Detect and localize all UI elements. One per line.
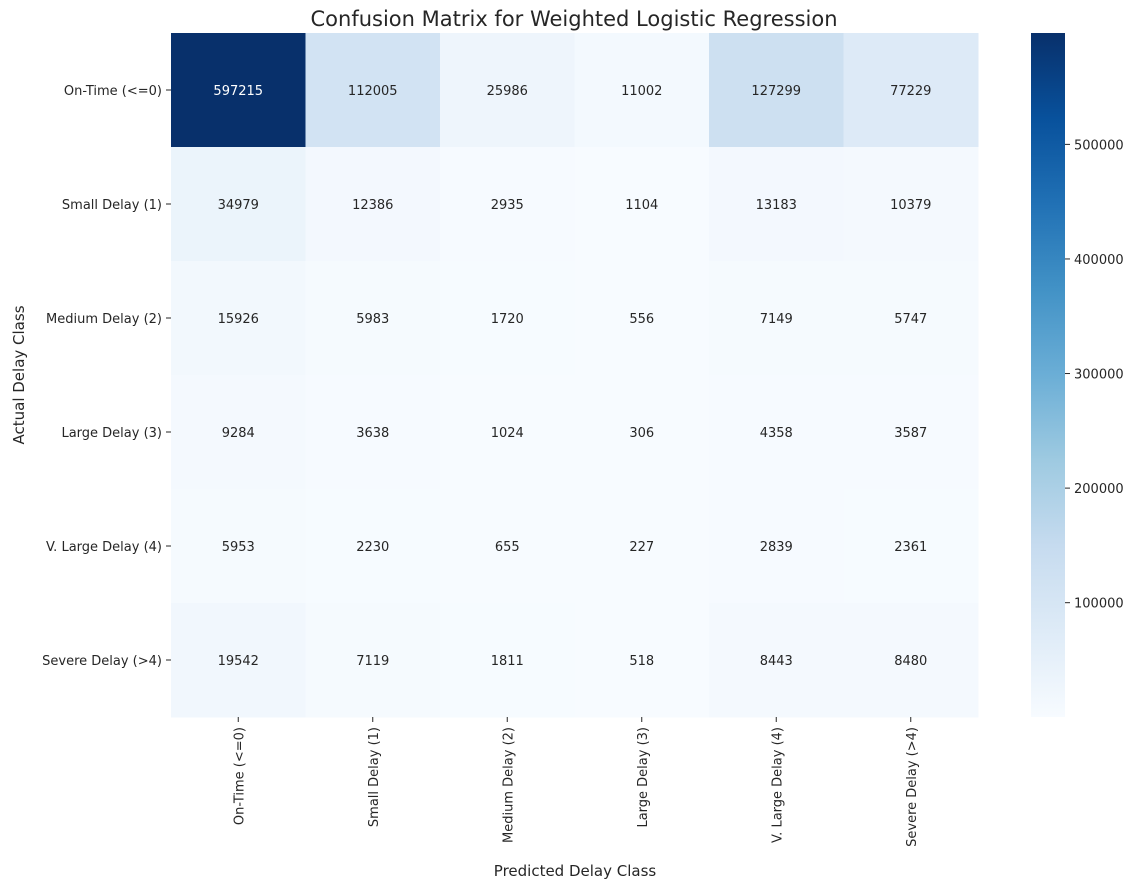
y-tick-labels: On-Time (<=0) Small Delay (1) Medium Delay… (42, 84, 171, 669)
colorbar-tick-label: 200000 (1074, 482, 1124, 497)
heatmap-cell (709, 489, 844, 604)
cell-value-label: 19542 (218, 654, 259, 669)
cell-value-label: 7119 (356, 654, 389, 669)
cell-value-label: 5983 (356, 312, 389, 327)
heatmap-cell (843, 261, 979, 376)
x-tick-label: Large Delay (3) (636, 727, 651, 828)
heatmap-cell (843, 489, 979, 604)
cell-value-label: 1811 (491, 654, 524, 669)
cell-value-label: 306 (629, 426, 654, 441)
cell-value-label: 112005 (348, 84, 398, 99)
heatmap-cell (574, 603, 710, 718)
cell-value-label: 9284 (222, 426, 255, 441)
colorbar-ticks: 100000 200000 300000 400000 500000 (1065, 138, 1124, 612)
heatmap-cell (574, 375, 710, 490)
heatmap-cell (440, 147, 575, 262)
colorbar-tick-label: 300000 (1074, 368, 1124, 383)
cell-value-label: 227 (629, 540, 654, 555)
cell-value-label: 25986 (487, 84, 528, 99)
heatmap-cell (305, 603, 441, 718)
cell-value-label: 2935 (491, 198, 524, 213)
cell-value-label: 77229 (890, 84, 931, 99)
x-tick-label: Severe Delay (>4) (905, 727, 920, 847)
colorbar-tick-label: 500000 (1074, 138, 1124, 153)
heatmap-cell (171, 147, 306, 262)
cell-value-label: 1104 (625, 198, 658, 213)
heatmap-cell (171, 375, 306, 490)
cell-value-label: 2839 (760, 540, 793, 555)
heatmap-cell (574, 33, 710, 148)
heatmap-cell (440, 261, 575, 376)
cell-value-label: 1024 (491, 426, 524, 441)
y-tick-label: Severe Delay (>4) (42, 654, 162, 669)
heatmap-cell (171, 261, 306, 376)
y-tick-label: V. Large Delay (4) (46, 540, 162, 555)
cell-value-label: 10379 (890, 198, 931, 213)
heatmap-cell (305, 375, 441, 490)
cell-value-label: 13183 (756, 198, 797, 213)
cell-value-label: 2230 (356, 540, 389, 555)
heatmap-cell (440, 603, 575, 718)
cell-value-label: 2361 (894, 540, 927, 555)
heatmap-cell (305, 261, 441, 376)
cell-value-label: 15926 (218, 312, 259, 327)
heatmap-cell (709, 261, 844, 376)
y-tick-label: On-Time (<=0) (64, 84, 162, 99)
cell-value-label: 655 (495, 540, 520, 555)
x-tick-label: V. Large Delay (4) (770, 727, 785, 843)
heatmap-cell (171, 603, 306, 718)
cell-value-label: 8443 (760, 654, 793, 669)
x-axis-label: Predicted Delay Class (494, 862, 657, 880)
cell-value-label: 127299 (751, 84, 801, 99)
heatmap-cell (171, 489, 306, 604)
cell-value-label: 597215 (213, 84, 263, 99)
cell-value-label: 11002 (621, 84, 662, 99)
cell-value-label: 7149 (760, 312, 793, 327)
chart-title: Confusion Matrix for Weighted Logistic R… (311, 7, 838, 31)
y-tick-label: Small Delay (1) (62, 198, 162, 213)
colorbar-tick-label: 100000 (1074, 597, 1124, 612)
y-tick-label: Medium Delay (2) (46, 312, 162, 327)
heatmap-cell (843, 33, 979, 148)
heatmap-cell (440, 375, 575, 490)
heatmap-cell (843, 603, 979, 718)
cell-value-label: 8480 (894, 654, 927, 669)
heatmap-cell (843, 375, 979, 490)
heatmap-cell (709, 33, 844, 148)
cell-value-label: 3587 (894, 426, 927, 441)
cell-value-label: 12386 (352, 198, 393, 213)
cell-value-label: 5747 (894, 312, 927, 327)
heatmap-cell (440, 33, 575, 148)
heatmap-cell (171, 33, 306, 148)
heatmap-cell (574, 147, 710, 262)
x-tick-label: Small Delay (1) (367, 727, 382, 827)
y-axis-label: Actual Delay Class (10, 305, 28, 444)
heatmap-cells: 597215 112005 25986 11002 127299 77229 34979 12… (171, 33, 979, 718)
colorbar (1031, 33, 1065, 717)
cell-value-label: 4358 (760, 426, 793, 441)
cell-value-label: 5953 (222, 540, 255, 555)
heatmap-cell (574, 261, 710, 376)
cell-value-label: 1720 (491, 312, 524, 327)
x-tick-label: On-Time (<=0) (232, 727, 247, 825)
heatmap-cell (709, 375, 844, 490)
heatmap-cell (305, 489, 441, 604)
heatmap-cell (440, 489, 575, 604)
cell-value-label: 518 (629, 654, 654, 669)
heatmap-cell (709, 147, 844, 262)
x-tick-labels: On-Time (<=0) Small Delay (1) Medium Delay… (232, 717, 920, 847)
colorbar-tick-label: 400000 (1074, 253, 1124, 268)
heatmap-cell (305, 147, 441, 262)
heatmap-cell (843, 147, 979, 262)
cell-value-label: 3638 (356, 426, 389, 441)
cell-value-label: 556 (629, 312, 654, 327)
x-tick-label: Medium Delay (2) (501, 727, 516, 843)
cell-value-label: 34979 (218, 198, 259, 213)
heatmap-cell (574, 489, 710, 604)
heatmap-cell (305, 33, 441, 148)
y-tick-label: Large Delay (3) (61, 426, 162, 441)
heatmap-cell (709, 603, 844, 718)
